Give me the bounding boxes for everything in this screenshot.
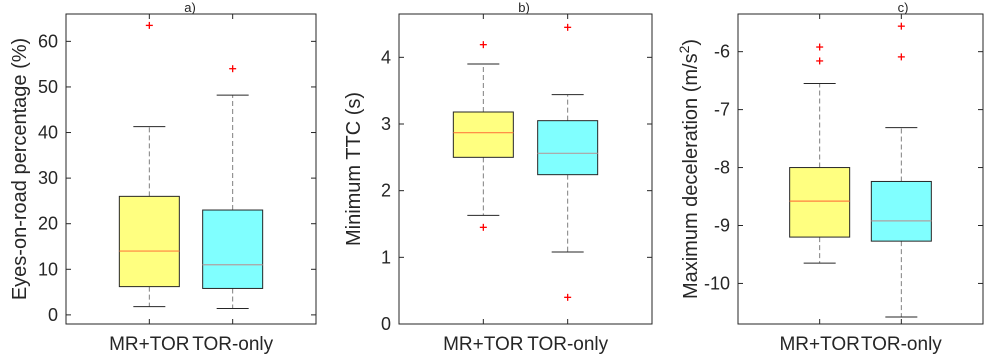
outlier-marker <box>897 53 905 61</box>
y-tick-label: -6 <box>714 42 730 62</box>
y-tick-label: 0 <box>381 314 391 334</box>
box-mr-tor <box>118 21 180 308</box>
box-tor-only <box>202 65 264 309</box>
outlier-marker <box>229 65 237 73</box>
panel-title: b) <box>518 0 530 15</box>
outlier-marker <box>479 223 487 231</box>
iqr-box <box>789 167 851 238</box>
chart-panel-3: -10 -9 -8 -7 -6 MR+TOR TOR-only c) Maximum decel… <box>676 0 984 354</box>
y-tick-label: -8 <box>714 158 730 178</box>
y-tick-label: 60 <box>38 31 58 51</box>
x-category-label: MR+TOR <box>779 334 859 354</box>
y-axis-label-superscript: 2 <box>676 45 692 53</box>
box-tor-only <box>870 22 932 318</box>
y-tick-label: 2 <box>381 181 391 201</box>
y-tick-label: 0 <box>48 305 58 325</box>
y-axis-label: Eyes-on-road percentage (%) <box>9 38 31 300</box>
x-category-label: TOR-only <box>861 334 942 354</box>
outlier-marker <box>564 293 572 301</box>
y-tick-label: 30 <box>38 168 58 188</box>
chart-panel-1: 0 10 20 30 40 50 60 MR+TOR TOR-only a) Eyes-on-roa… <box>9 0 317 354</box>
axes-frame <box>65 13 317 325</box>
iqr-box <box>118 195 180 288</box>
y-tick-label: 40 <box>38 123 58 143</box>
iqr-box <box>537 120 599 176</box>
y-tick-label: 10 <box>38 259 58 279</box>
y-tick-label: -10 <box>704 273 730 293</box>
y-axis-label: Minimum TTC (s) <box>343 92 365 246</box>
x-category-label: MR+TOR <box>443 334 523 354</box>
outlier-marker <box>479 41 487 49</box>
axes-frame <box>737 13 984 325</box>
iqr-box <box>452 111 514 158</box>
box-mr-tor <box>789 43 851 264</box>
x-category-label: MR+TOR <box>109 334 189 354</box>
y-tick-label: 50 <box>38 77 58 97</box>
axes-frame <box>398 13 653 325</box>
y-tick-label: 20 <box>38 214 58 234</box>
outlier-marker <box>564 23 572 31</box>
x-category-label: TOR-only <box>527 334 608 354</box>
iqr-box <box>202 209 264 289</box>
box-tor-only <box>537 23 599 301</box>
chart-panel-2: 0 1 2 3 4 MR+TOR TOR-only b) Minimum TTC (s) <box>343 0 653 354</box>
outlier-marker <box>897 22 905 30</box>
iqr-box <box>870 180 932 242</box>
y-tick-label: -7 <box>714 100 730 120</box>
outlier-marker <box>145 21 153 29</box>
y-tick-label: 1 <box>381 247 391 267</box>
y-tick-label: -9 <box>714 215 730 235</box>
outlier-marker <box>816 57 824 65</box>
y-axis-label: Maximum deceleration (m/s2) <box>676 39 702 299</box>
panel-title: c) <box>898 0 909 15</box>
y-tick-label: 4 <box>381 47 391 67</box>
y-tick-label: 3 <box>381 114 391 134</box>
x-category-label: TOR-only <box>192 334 273 354</box>
outlier-marker <box>816 43 824 51</box>
panel-title: a) <box>184 0 196 15</box>
box-mr-tor <box>452 41 514 231</box>
y-axis-label-tail: ) <box>680 39 702 46</box>
